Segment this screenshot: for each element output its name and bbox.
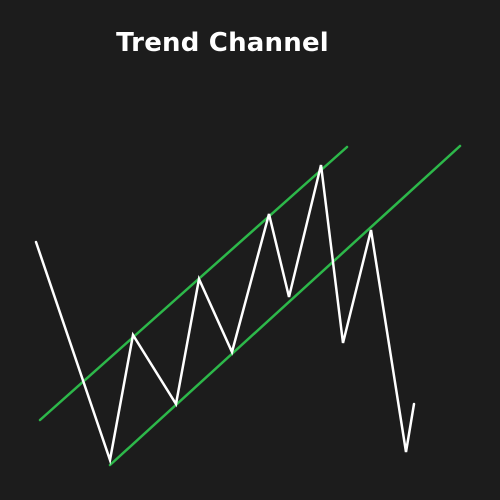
lower-channel-line: [108, 144, 462, 467]
diagram-title: Trend Channel: [116, 28, 329, 58]
upper-channel-line: [38, 145, 349, 422]
price-zigzag-line: [34, 164, 416, 465]
